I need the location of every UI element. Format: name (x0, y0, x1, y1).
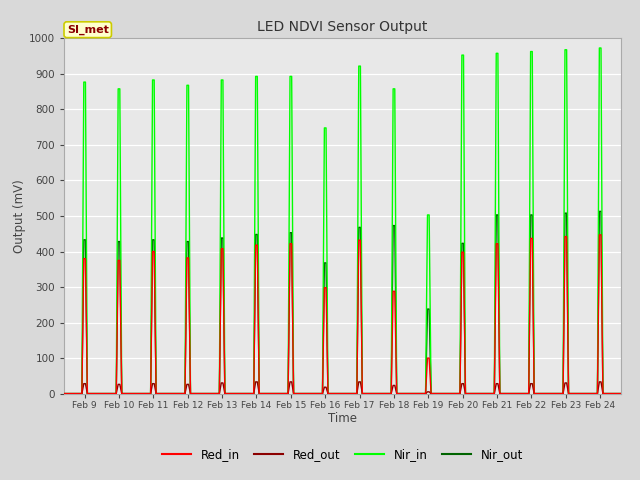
Title: LED NDVI Sensor Output: LED NDVI Sensor Output (257, 21, 428, 35)
X-axis label: Time: Time (328, 412, 357, 425)
Y-axis label: Output (mV): Output (mV) (13, 179, 26, 253)
Legend: Red_in, Red_out, Nir_in, Nir_out: Red_in, Red_out, Nir_in, Nir_out (157, 444, 528, 466)
Text: SI_met: SI_met (67, 24, 109, 35)
